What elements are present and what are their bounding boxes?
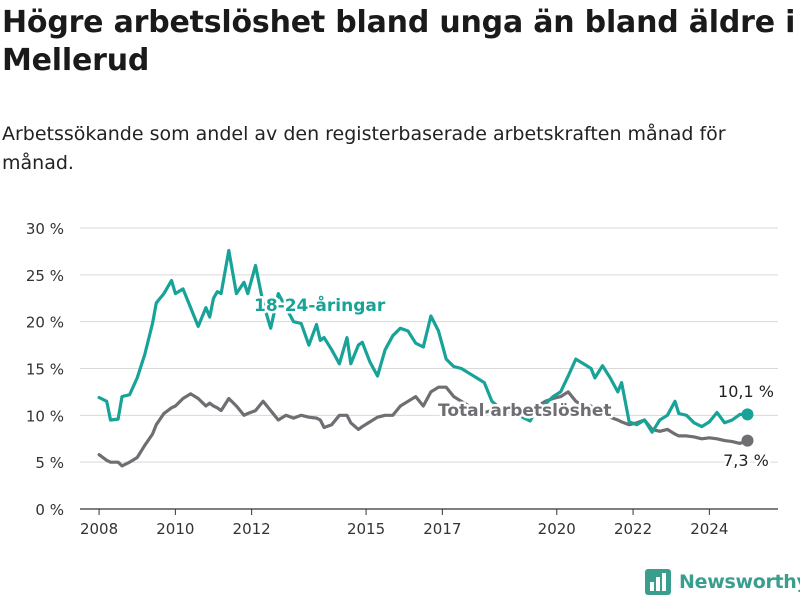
bar-chart-logo-icon <box>645 569 671 595</box>
y-axis: 0 % 5 % 10 % 15 % 20 % 25 % 30 % <box>26 220 64 519</box>
x-tick-label: 2012 <box>233 520 271 538</box>
x-tick-label: 2024 <box>690 520 728 538</box>
y-tick-label: 10 % <box>26 407 64 425</box>
grid-lines <box>80 227 778 510</box>
y-tick-label: 0 % <box>35 501 64 519</box>
series-end-point <box>741 434 754 447</box>
y-tick-label: 30 % <box>26 220 64 238</box>
end-value-label-youth: 10,1 % <box>718 382 774 401</box>
end-value-label-total: 7,3 % <box>723 451 769 470</box>
x-tick-label: 2020 <box>538 520 576 538</box>
chart-title: Högre arbetslöshet bland unga än bland ä… <box>2 5 796 78</box>
x-axis: 2008 2010 2012 2015 2017 2020 2022 2024 <box>80 509 728 538</box>
x-tick-label: 2015 <box>347 520 385 538</box>
series-label-youth: 18-24-åringar <box>254 294 386 316</box>
series-end-point <box>741 408 754 421</box>
newsworthy-logo: Newsworthy <box>645 569 800 595</box>
y-tick-label: 25 % <box>26 267 64 285</box>
y-tick-label: 15 % <box>26 361 64 379</box>
series-labels: 18-24-åringar Total arbetslöshet 10,1 % 7,3… <box>252 292 777 473</box>
chart-subtitle: Arbetssökande som andel av den registerb… <box>2 123 726 174</box>
x-tick-label: 2022 <box>614 520 652 538</box>
y-tick-label: 20 % <box>26 314 64 332</box>
series-label-total: Total arbetslöshet <box>438 401 612 421</box>
x-tick-label: 2008 <box>80 520 118 538</box>
x-tick-label: 2017 <box>423 520 461 538</box>
x-tick-label: 2010 <box>156 520 194 538</box>
brand-name: Newsworthy <box>679 571 800 593</box>
series-line-youth <box>97 248 750 434</box>
series-lines <box>97 248 754 468</box>
y-tick-label: 5 % <box>35 454 64 472</box>
